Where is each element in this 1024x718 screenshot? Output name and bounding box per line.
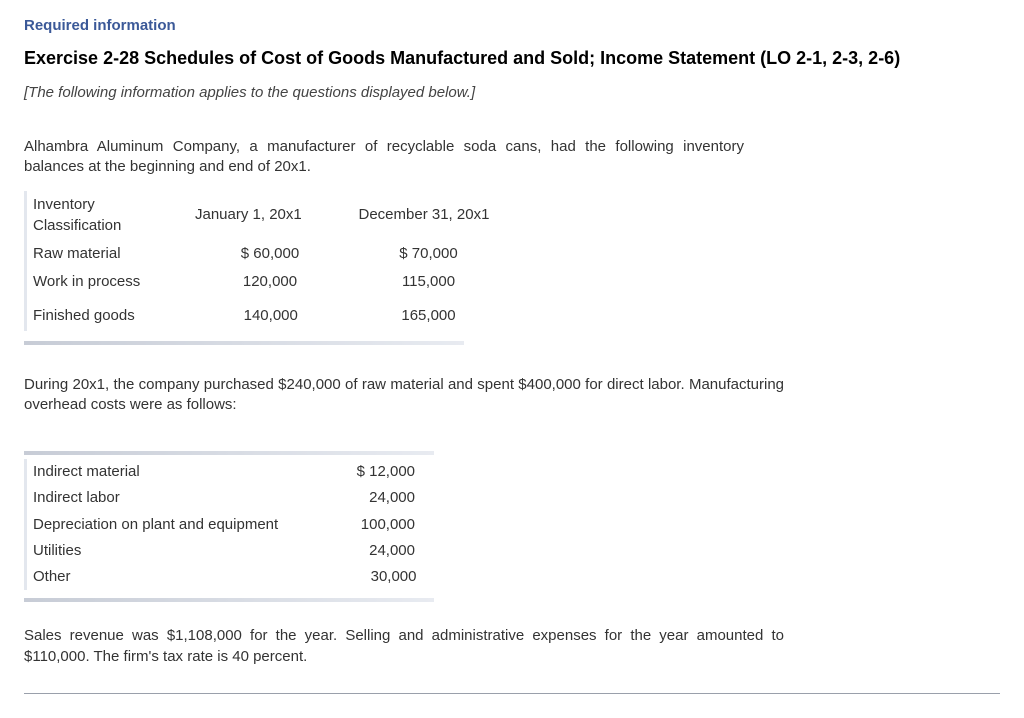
oh-label: Utilities	[26, 538, 290, 564]
oh-label: Indirect labor	[26, 485, 290, 511]
table-row: Utilities 24,000	[26, 538, 423, 564]
inv-jan-value: 120,000	[189, 268, 353, 296]
applies-note: [The following information applies to th…	[24, 83, 1000, 103]
inv-label: Raw material	[26, 240, 190, 268]
mid-paragraph: During 20x1, the company purchased $240,…	[24, 375, 784, 416]
intro-paragraph: Alhambra Aluminum Company, a manufacture…	[24, 137, 744, 178]
inv-dec-value: 115,000	[353, 268, 505, 296]
inv-label: Finished goods	[26, 296, 190, 330]
table-row: Depreciation on plant and equipment 100,…	[26, 512, 423, 538]
table-row: Work in process 120,000 115,000	[26, 268, 505, 296]
table-row: Indirect material $ 12,000	[26, 459, 423, 485]
oh-value: 24,000	[289, 538, 423, 564]
oh-value: $ 12,000	[289, 459, 423, 485]
table-divider	[24, 341, 464, 345]
table-row: Other 30,000	[26, 564, 423, 590]
inv-jan-value: $ 60,000	[189, 240, 353, 268]
required-info-heading: Required information	[24, 16, 1000, 36]
table-row: Finished goods 140,000 165,000	[26, 296, 505, 330]
col-header-january: January 1, 20x1	[189, 191, 353, 240]
oh-value: 24,000	[289, 485, 423, 511]
inv-dec-value: $ 70,000	[353, 240, 505, 268]
overhead-top-divider	[24, 451, 434, 455]
table-row: Raw material $ 60,000 $ 70,000	[26, 240, 505, 268]
col-header-classification: Inventory Classification	[26, 191, 190, 240]
inventory-table: Inventory Classification January 1, 20x1…	[24, 191, 505, 330]
oh-label: Indirect material	[26, 459, 290, 485]
overhead-bottom-divider	[24, 598, 434, 602]
overhead-table: Indirect material $ 12,000 Indirect labo…	[24, 459, 424, 590]
table-header-row: Inventory Classification January 1, 20x1…	[26, 191, 505, 240]
oh-label: Depreciation on plant and equipment	[26, 512, 290, 538]
page-bottom-divider	[24, 693, 1000, 694]
oh-value: 100,000	[289, 512, 423, 538]
col-header-december: December 31, 20x1	[353, 191, 505, 240]
table-row: Indirect labor 24,000	[26, 485, 423, 511]
inv-label: Work in process	[26, 268, 190, 296]
closing-paragraph: Sales revenue was $1,108,000 for the yea…	[24, 626, 784, 667]
oh-label: Other	[26, 564, 290, 590]
inv-jan-value: 140,000	[189, 296, 353, 330]
exercise-title: Exercise 2-28 Schedules of Cost of Goods…	[24, 46, 1000, 70]
oh-value: 30,000	[289, 564, 423, 590]
inv-dec-value: 165,000	[353, 296, 505, 330]
